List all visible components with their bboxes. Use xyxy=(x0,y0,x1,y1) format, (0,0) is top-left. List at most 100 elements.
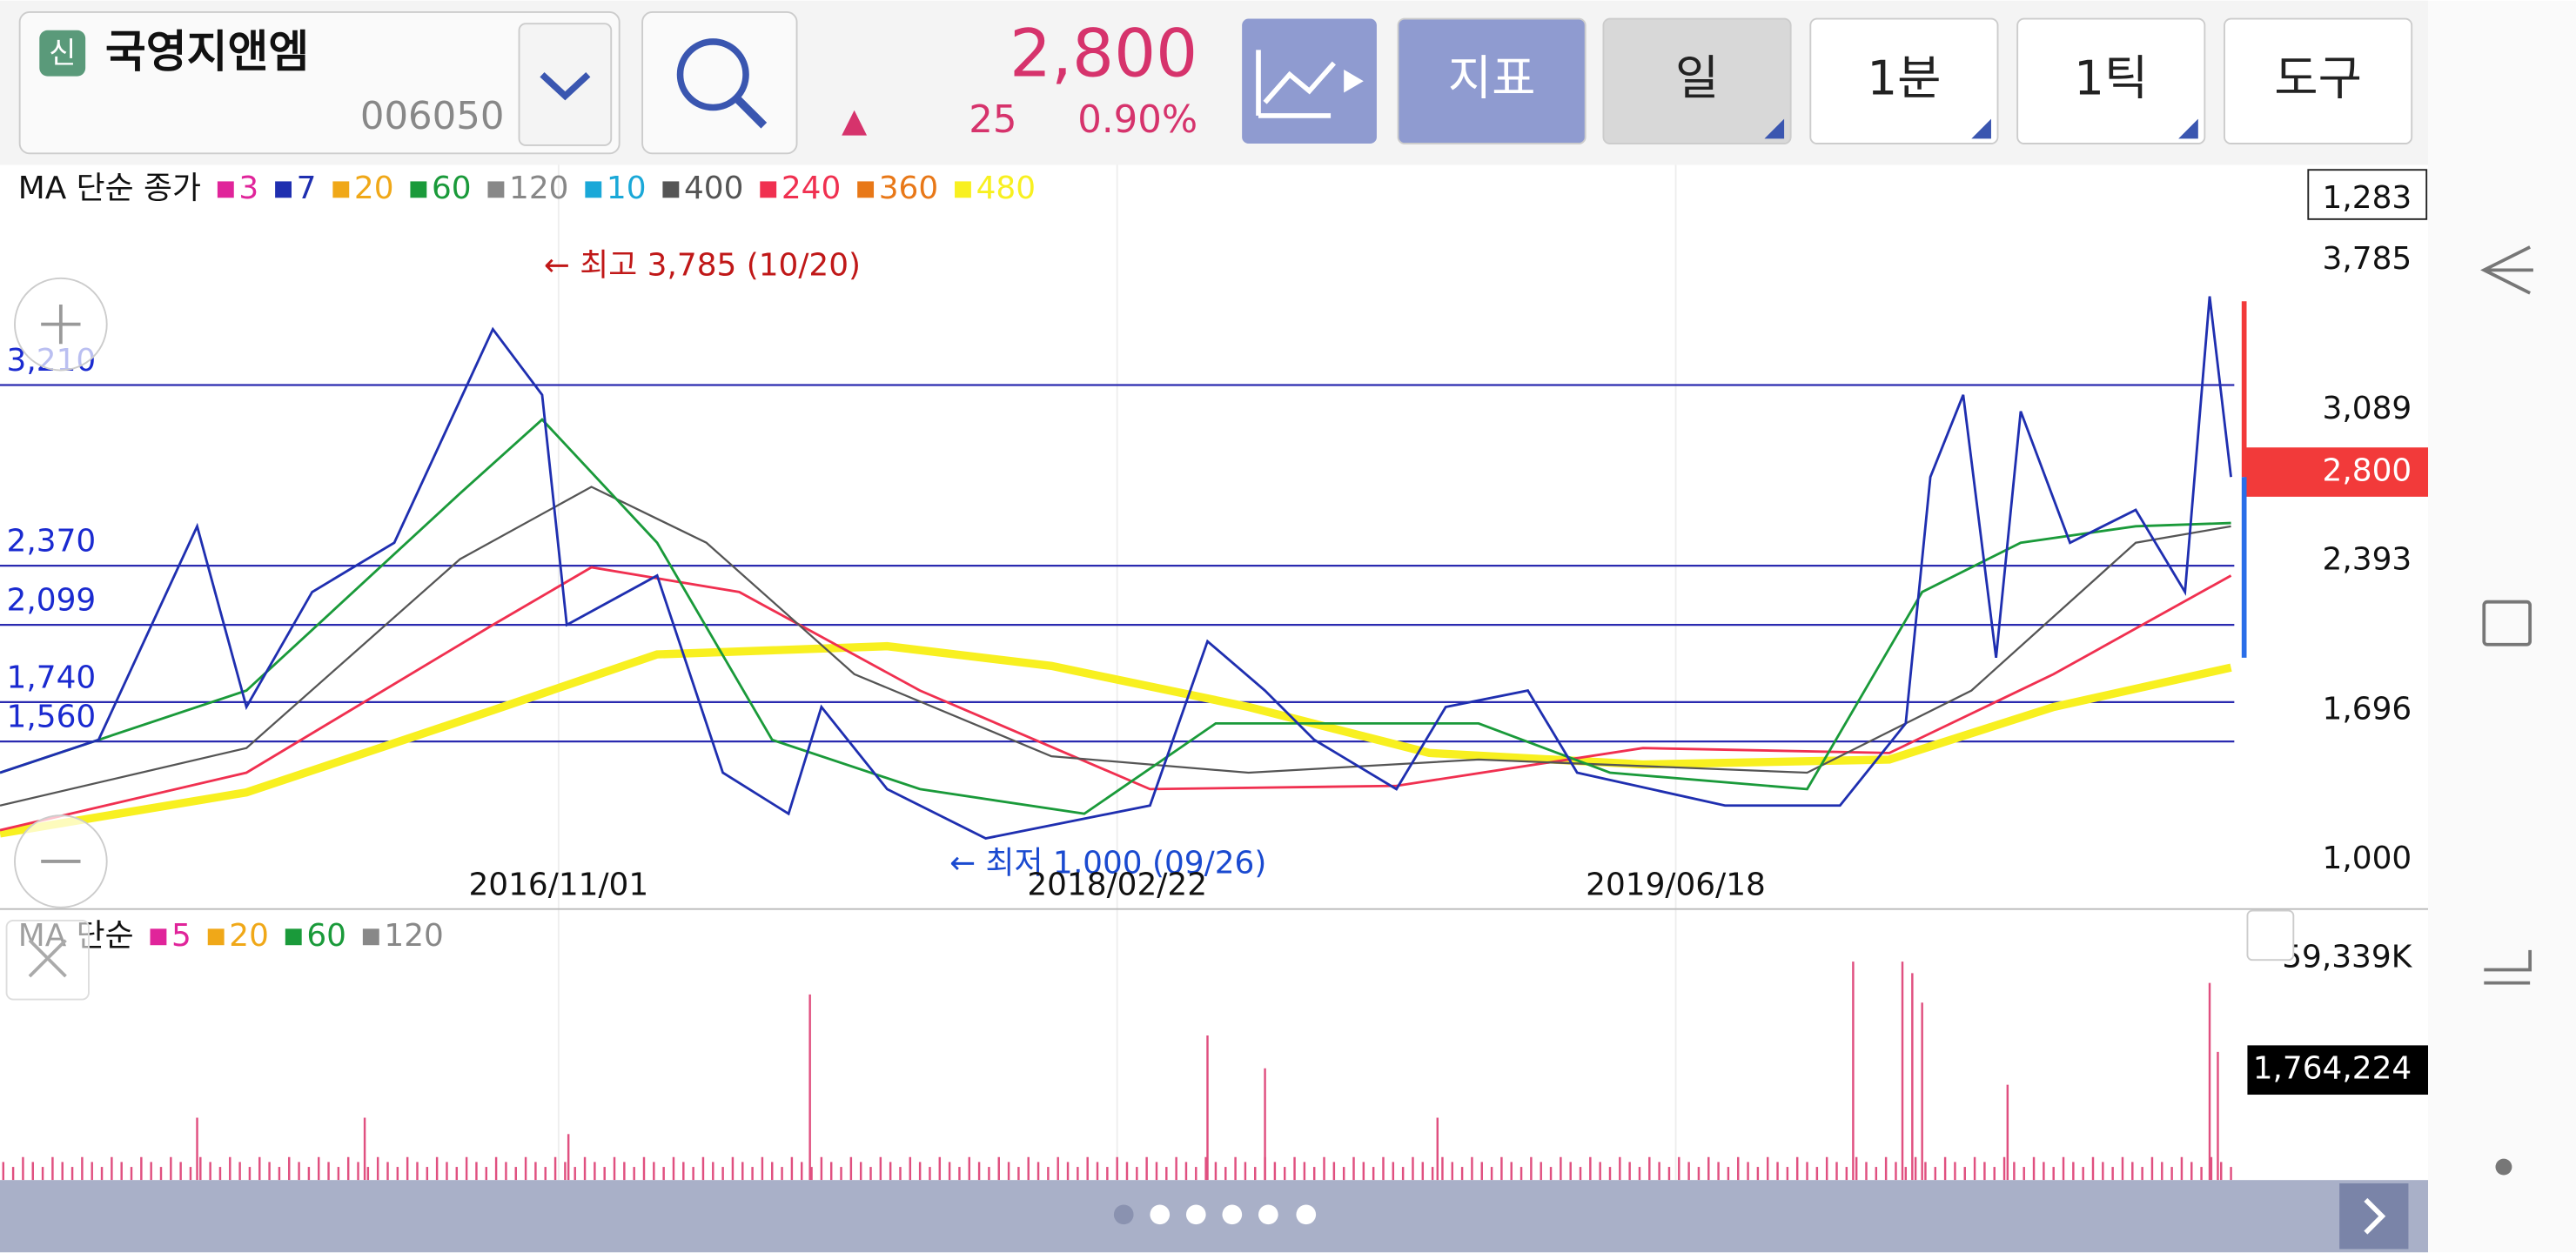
legend-label: 20 xyxy=(229,918,269,954)
dropdown[interactable] xyxy=(518,23,613,146)
toolbar-button[interactable] xyxy=(1602,17,1792,144)
price-line xyxy=(0,296,2232,841)
legend-swatch xyxy=(217,181,234,198)
price-axis-label: 3,785 xyxy=(2323,241,2412,277)
recent-button[interactable] xyxy=(2484,949,2532,985)
volume-bars xyxy=(2,962,2232,1181)
dropdown-icon xyxy=(540,71,591,101)
price-box xyxy=(2244,447,2429,497)
legend-swatch xyxy=(332,181,350,198)
nav-bar xyxy=(2428,0,2576,1253)
badge: 신 xyxy=(49,37,76,71)
legend-swatch xyxy=(150,928,167,946)
low-annotation: ← 최저 1,000 (09/26) xyxy=(949,846,1266,881)
legend-label: 400 xyxy=(684,171,743,206)
legend-swatch xyxy=(662,181,680,198)
legend-swatch xyxy=(285,928,302,946)
legend-label: 360 xyxy=(879,171,938,206)
page-dot[interactable] xyxy=(1150,1204,1171,1225)
page-dot[interactable] xyxy=(1296,1204,1317,1225)
legend-swatch xyxy=(362,928,379,946)
stock-box[interactable] xyxy=(18,11,621,155)
toolbar-button[interactable] xyxy=(2224,17,2413,144)
stock-name: 국영지앤엠 xyxy=(105,27,309,78)
change-percent: 0.90% xyxy=(1077,98,1197,142)
zoom-in-icon xyxy=(41,305,81,345)
chart-type-button[interactable] xyxy=(1242,18,1377,144)
legend-swatch xyxy=(955,181,971,198)
page-dot[interactable] xyxy=(1185,1204,1206,1225)
next-button[interactable] xyxy=(2339,1183,2409,1250)
home-button[interactable] xyxy=(2482,600,2532,647)
price-axis-label: 1,283 xyxy=(2323,180,2412,216)
axis-box xyxy=(2307,169,2428,220)
price-axis-label: 2,393 xyxy=(2323,541,2412,577)
legend-label: 10 xyxy=(607,171,647,206)
change: 25 xyxy=(969,98,1016,142)
legend-label: 60 xyxy=(306,918,346,954)
legend-swatch xyxy=(760,181,777,198)
toolbar-button[interactable] xyxy=(1809,17,1999,144)
close-icon xyxy=(28,939,67,978)
grid xyxy=(0,164,2429,1181)
resize-pane[interactable] xyxy=(2246,909,2295,962)
search-icon xyxy=(676,38,749,111)
nav-dot[interactable] xyxy=(2495,1158,2512,1176)
next-icon xyxy=(2364,1197,2386,1235)
badge-bg xyxy=(39,30,86,77)
legend-title: MA 단순 종가 xyxy=(18,171,201,206)
legend-swatch xyxy=(207,928,225,946)
back-button[interactable] xyxy=(2480,245,2533,295)
price-axis-label: 1,696 xyxy=(2323,691,2412,727)
change-arrow: ▲ xyxy=(842,101,867,139)
toolbar-label: 일 xyxy=(1675,50,1719,105)
page-dot[interactable] xyxy=(1113,1204,1134,1225)
price-axis-label: 2,800 xyxy=(2323,453,2412,489)
play-icon xyxy=(1344,70,1364,93)
page-dots xyxy=(1113,1204,1317,1225)
legend-label: 20 xyxy=(354,171,394,206)
toolbar-label: 1틱 xyxy=(2074,50,2148,105)
toolbar-label: 지표 xyxy=(1448,50,1536,105)
ma-line xyxy=(0,486,2231,807)
legend-label: 7 xyxy=(297,171,317,206)
ma-line xyxy=(0,641,2232,838)
legend-label: 3 xyxy=(238,171,258,206)
labels: MA 단순 종가37206012010400240360480MA 단순5206… xyxy=(7,171,2413,1087)
ma-line xyxy=(0,418,2231,815)
chart-icon xyxy=(1256,50,1336,118)
chart-bg xyxy=(0,164,2429,1181)
toolbar-label: 도구 xyxy=(2274,50,2362,105)
level-label: 2,370 xyxy=(7,524,97,559)
volume-box xyxy=(2247,1045,2429,1096)
legend-label: 60 xyxy=(432,171,472,206)
page-dot[interactable] xyxy=(1258,1204,1278,1225)
legend-label: 480 xyxy=(976,171,1036,206)
search-button[interactable] xyxy=(641,11,798,155)
high-annotation: ← 최고 3,785 (10/20) xyxy=(544,248,861,284)
toolbar: 지표 일 1분 1틱 도구 xyxy=(1397,17,2413,144)
toolbar-button[interactable] xyxy=(1397,17,1587,144)
level-lines xyxy=(0,384,2235,743)
legend-label: 240 xyxy=(782,171,841,206)
toolbar-label: 1분 xyxy=(1867,50,1941,105)
price: 2,800 xyxy=(1010,15,1197,91)
search-icon-handle xyxy=(735,96,768,129)
level-label: 2,099 xyxy=(7,583,97,619)
volume-axis-label: 59,339K xyxy=(2282,939,2412,975)
level-label: 1,740 xyxy=(7,660,97,695)
bottom-bar xyxy=(0,1180,2429,1253)
price-axis-label: 3,089 xyxy=(2323,391,2412,426)
price-axis-label: 1,000 xyxy=(2323,841,2412,876)
toolbar-button[interactable] xyxy=(2016,17,2206,144)
legend-swatch xyxy=(857,181,875,198)
legend-swatch xyxy=(585,181,602,198)
page-dot[interactable] xyxy=(1222,1204,1243,1225)
date-label: 2016/11/01 xyxy=(468,867,648,902)
ma-line xyxy=(0,566,2232,832)
date-label: 2019/06/18 xyxy=(1586,867,1766,902)
legend-label: 120 xyxy=(509,171,568,206)
level-label: 1,560 xyxy=(7,700,97,735)
